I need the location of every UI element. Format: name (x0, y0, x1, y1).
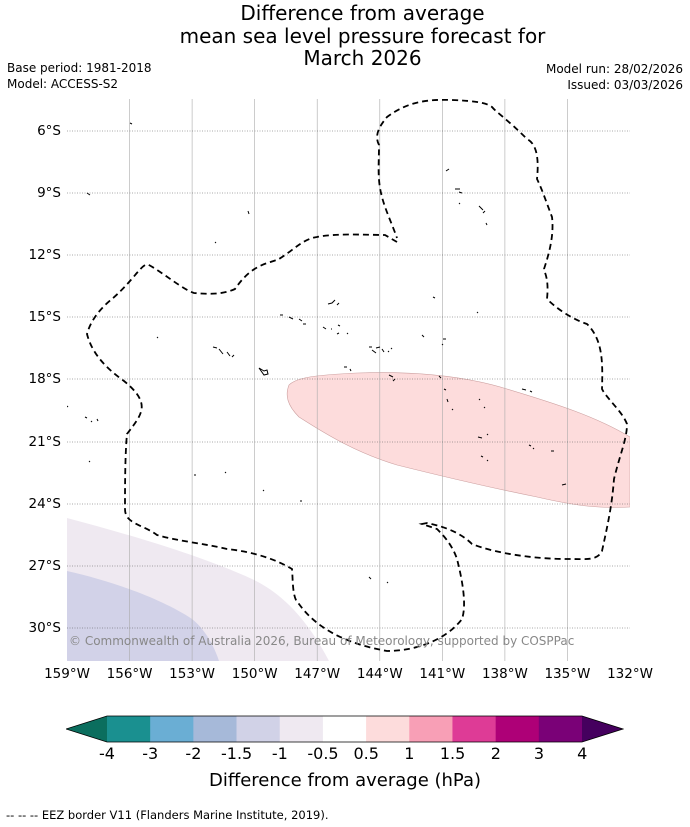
lat-label: 18°S (28, 371, 62, 387)
colorbar-tick: 2 (490, 744, 501, 763)
issued-date: Issued: 03/03/2026 (567, 78, 683, 92)
colorbar-cell (107, 716, 151, 742)
colorbar-tick: 1.5 (439, 744, 466, 763)
lat-label: 24°S (28, 496, 62, 512)
colorbar-label: Difference from average (hPa) (208, 770, 482, 791)
colorbar-tick: -4 (99, 744, 115, 763)
map-area (67, 99, 630, 661)
colorbar-high-extend (582, 716, 623, 742)
colorbar-cell (236, 716, 281, 742)
colorbar-tick: 4 (577, 744, 588, 763)
model-info: Base period: 1981-2018 Model: ACCESS-S2 (7, 60, 152, 92)
colorbar-tick: -2 (185, 744, 202, 763)
eez-footnote: -- -- -- EEZ border V11 (Flanders Marine… (6, 808, 329, 822)
lat-label: 12°S (28, 247, 62, 263)
colorbar-tick: 0.5 (353, 744, 379, 763)
lon-label: 156°W (106, 666, 153, 682)
map-svg (67, 99, 630, 661)
model-run: Model run: 28/02/2026 (545, 62, 683, 76)
lon-label: 144°W (356, 666, 403, 682)
lon-label: 153°W (169, 666, 216, 682)
lat-label: 30°S (28, 620, 62, 636)
colorbar-cell (495, 716, 540, 742)
colorbar-cell (279, 716, 324, 742)
negative-anomaly-dark (67, 571, 219, 661)
colorbar-cell (366, 716, 410, 742)
colorbar-cell (538, 716, 583, 742)
lon-label: 135°W (544, 666, 591, 682)
lon-label: 147°W (294, 666, 341, 682)
chart-title: Difference from average mean sea level p… (0, 2, 690, 70)
lat-label: 6°S (37, 123, 61, 139)
colorbar-tick: 1 (404, 744, 415, 763)
colorbar-cell (150, 716, 194, 742)
title-line-2: mean sea level pressure forecast for (179, 23, 546, 48)
colorbar-cell (452, 716, 496, 742)
gridlines (129, 99, 568, 661)
colorbar-tick: 3 (533, 744, 545, 763)
islands (67, 122, 567, 584)
lon-label: 138°W (481, 666, 528, 682)
colorbar-outline (66, 715, 624, 743)
colorbar (66, 715, 624, 743)
colorbar-tick: -0.5 (307, 744, 339, 763)
lon-label: 141°W (419, 666, 466, 682)
lon-label: 159°W (44, 666, 90, 682)
model-name: Model: ACCESS-S2 (7, 77, 119, 91)
base-period: Base period: 1981-2018 (7, 61, 152, 75)
lat-label: 27°S (28, 558, 62, 574)
lon-label: 132°W (607, 666, 653, 682)
lon-label: 150°W (231, 666, 278, 682)
colorbar-tick: -1 (271, 744, 288, 763)
eez-border (86, 99, 628, 652)
colorbar-tick: -3 (142, 744, 159, 763)
colorbar-tick: -1.5 (220, 744, 253, 763)
colorbar-cell (409, 716, 453, 742)
title-line-1: Difference from average (240, 1, 485, 25)
colorbar-cell (193, 716, 237, 742)
lat-label: 15°S (28, 309, 62, 325)
positive-anomaly-region (286, 372, 630, 508)
lat-label: 21°S (28, 434, 62, 450)
title-line-3: March 2026 (303, 46, 422, 70)
run-info: Model run: 28/02/2026 Issued: 03/03/2026 (546, 61, 683, 93)
copyright-notice: © Commonwealth of Australia 2026, Bureau… (69, 634, 575, 648)
colorbar-cell (322, 716, 367, 742)
colorbar-low-extend (66, 716, 107, 742)
lat-label: 9°S (37, 185, 61, 201)
colorbar-cells (107, 716, 583, 742)
